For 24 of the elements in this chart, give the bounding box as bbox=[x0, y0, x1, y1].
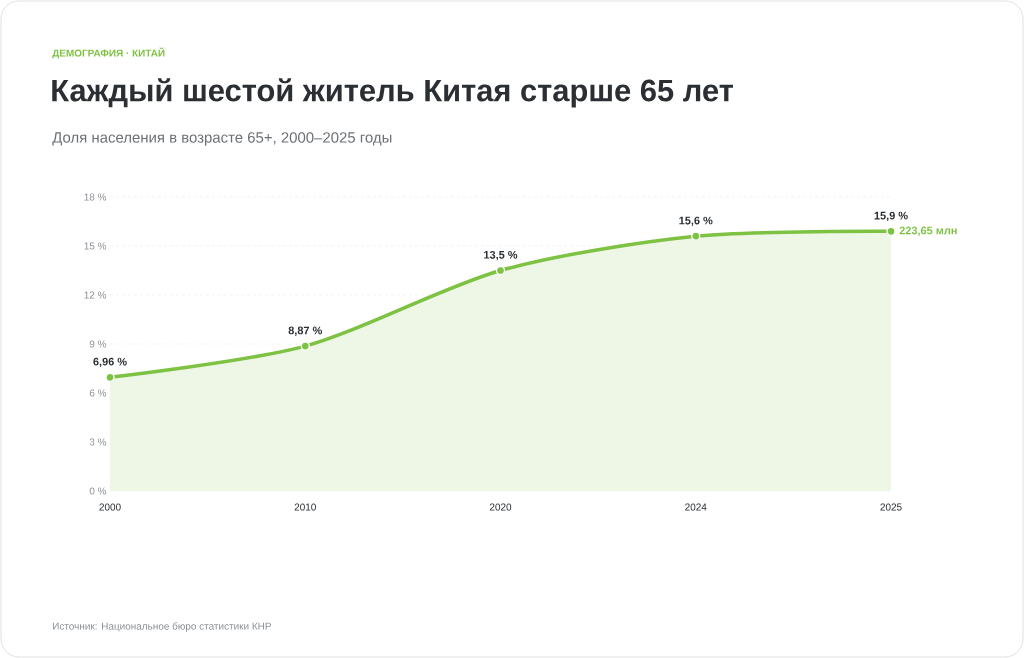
point bbox=[691, 231, 701, 241]
data-label: 8,87 % bbox=[288, 326, 323, 336]
x-tick-label: 2025 bbox=[880, 503, 902, 511]
data-label: 15,6 % bbox=[679, 216, 713, 226]
y-tick-label: 3 % bbox=[89, 438, 107, 446]
annotation: 223,65 млн bbox=[899, 226, 957, 236]
y-tick-label: 18 % bbox=[84, 193, 107, 201]
x-tick-label: 2010 bbox=[294, 503, 316, 511]
text: Источник: Национальное бюро статистики КНР bbox=[53, 622, 271, 632]
y-tick-label: 0 % bbox=[89, 487, 107, 495]
data-label: 6,96 % bbox=[93, 357, 127, 368]
data-label: 13,5 % bbox=[484, 250, 518, 261]
data-label: 15,9 % bbox=[874, 211, 908, 222]
x-tick-label: 2020 bbox=[489, 503, 512, 511]
y-tick-label: 9 % bbox=[89, 340, 107, 348]
text: ДЕМОГРАФИЯ · КИТАЙ bbox=[52, 47, 165, 59]
x-tick-label: 2024 bbox=[685, 503, 707, 511]
chart-title: Каждый шестой житель Китая старше 65 лет bbox=[52, 78, 733, 108]
x-tick-label: 2000 bbox=[99, 503, 121, 511]
point bbox=[300, 341, 310, 351]
y-tick-label: 15 % bbox=[84, 242, 107, 250]
y-tick-label: 12 % bbox=[84, 291, 107, 299]
chart-subtitle: Доля населения в возрасте 65+, 2000–2025 годы bbox=[52, 132, 392, 146]
y-tick-label: 6 % bbox=[89, 389, 107, 397]
